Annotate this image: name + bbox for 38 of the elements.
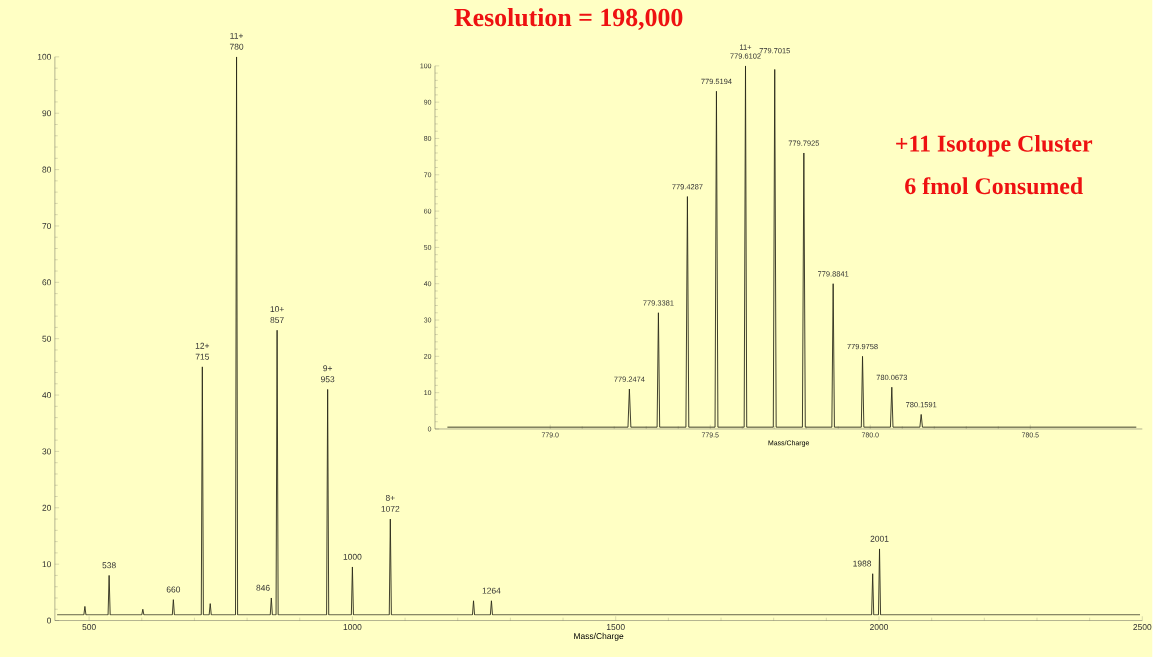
annotation: 846 xyxy=(256,584,270,591)
x-tick-label: 1500 xyxy=(606,623,625,630)
annotation: 1072 xyxy=(381,505,400,512)
annotation: 8+ xyxy=(385,494,395,501)
y-tick-label: 30 xyxy=(42,448,52,455)
line-series xyxy=(447,65,1137,428)
x-tick-label: 1000 xyxy=(343,623,362,630)
annotation: 953 xyxy=(321,376,335,383)
annotation: 660 xyxy=(166,586,181,593)
annotation: 1000 xyxy=(343,553,362,560)
y-tick-label: 90 xyxy=(42,110,52,116)
y-tick-label: 100 xyxy=(37,53,52,60)
y-tick-label: 10 xyxy=(42,560,52,567)
annotation: 9+ xyxy=(323,365,333,372)
annotation: 1988 xyxy=(853,560,872,567)
x-tick-label: 2500 xyxy=(1133,623,1152,630)
annotation: 11+ xyxy=(230,32,243,39)
annotation: 715 xyxy=(195,353,210,360)
y-tick-label: 70 xyxy=(42,222,52,229)
x-tick-label: 500 xyxy=(82,623,96,630)
annotation: 857 xyxy=(270,316,284,323)
annotation: 10+ xyxy=(270,305,284,312)
y-tick-label: 0 xyxy=(47,617,52,624)
annotation: +11 Isotope Cluster xyxy=(896,134,1093,157)
y-tick-label: 50 xyxy=(42,335,52,342)
annotation: 2001 xyxy=(870,535,889,542)
annotation: 6 fmol Consumed xyxy=(905,176,1083,194)
y-tick-label: 40 xyxy=(42,391,52,398)
x-tick-label: 2000 xyxy=(870,623,889,630)
annotation: 12+ xyxy=(195,342,210,349)
y-tick-label: 60 xyxy=(42,279,52,286)
x-axis-title: Mass/Charge xyxy=(574,632,624,641)
y-tick-label: 20 xyxy=(42,504,52,511)
chart-title: Resolution = 198,000 xyxy=(454,7,683,30)
y-tick-label: 80 xyxy=(42,166,52,173)
annotation: 1264 xyxy=(482,587,501,594)
annotation: 780 xyxy=(229,43,244,50)
annotation: 538 xyxy=(102,562,116,569)
